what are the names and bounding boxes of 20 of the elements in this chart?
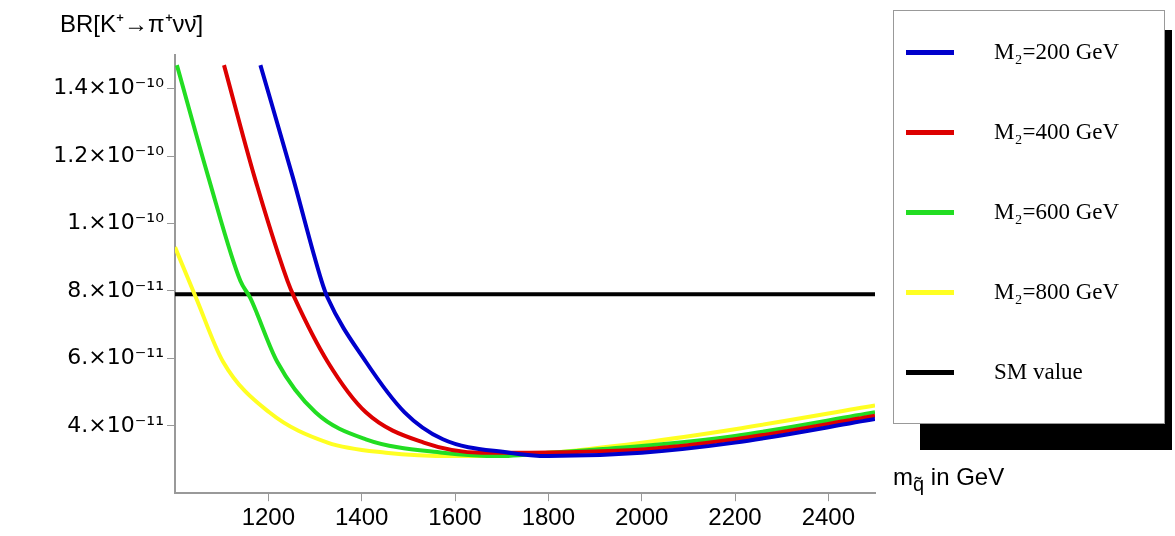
y-tick-label: 1.2×10⁻¹⁰ <box>53 141 165 167</box>
x-tick-label: 1600 <box>428 503 482 531</box>
x-tick-label: 2000 <box>614 503 669 531</box>
legend-label: M₂=600 GeV <box>994 199 1120 225</box>
y-tick-label: 4.×10⁻¹¹ <box>67 411 164 437</box>
x-tick-label: 1200 <box>241 503 296 531</box>
x-tick-label: 2200 <box>708 503 762 531</box>
y-tick-label: 6.×10⁻¹¹ <box>67 344 164 370</box>
legend-label: M₂=800 GeV <box>994 279 1120 305</box>
legend-label: SM value <box>994 359 1083 385</box>
y-tick-label: 1.×10⁻¹⁰ <box>67 209 165 235</box>
x-tick-label: 1800 <box>521 503 576 531</box>
y-tick-label: 8.×10⁻¹¹ <box>67 276 164 302</box>
x-tick-label: 1400 <box>334 503 389 531</box>
y-tick-label: 1.4×10⁻¹⁰ <box>53 74 165 100</box>
y-axis-title: BR[K⁺→π⁺νν̄] <box>60 9 204 39</box>
legend-label: M₂=400 GeV <box>994 119 1120 145</box>
x-tick-label: 2400 <box>801 503 856 531</box>
legend-label: M₂=200 GeV <box>994 39 1120 65</box>
x-axis-title: m$_{q̃}$ in GeV <box>893 463 1005 496</box>
